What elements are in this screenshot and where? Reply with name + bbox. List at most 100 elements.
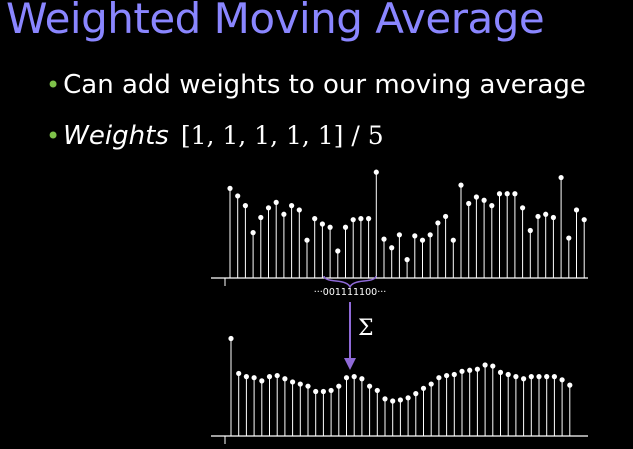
input-sample-point <box>404 257 410 263</box>
smoothed-sample-point <box>536 374 542 380</box>
smoothed-sample-point <box>467 367 473 373</box>
smoothed-sample-point <box>405 395 411 401</box>
smoothed-sample-point <box>374 387 380 394</box>
input-sample-point <box>412 233 418 239</box>
bullet-dot-icon: • <box>46 71 61 99</box>
bullet-dot-icon: • <box>46 122 61 150</box>
smoothed-sample-point <box>551 374 558 380</box>
smoothed-sample-point <box>436 375 442 381</box>
input-sample-point <box>350 217 356 223</box>
smoothed-sample-point <box>359 376 365 382</box>
input-sample-point <box>235 193 241 199</box>
input-sample-point <box>366 216 372 222</box>
input-sample-point <box>435 220 441 226</box>
smoothed-sample-point <box>505 371 511 378</box>
input-sample-point <box>458 182 464 188</box>
input-sample-point <box>389 245 395 251</box>
input-sample-point <box>520 205 526 211</box>
input-sample-point <box>289 203 295 209</box>
input-sample-point <box>581 217 587 223</box>
smoothed-sample-point <box>251 375 257 381</box>
smoothed-sample-point <box>351 374 357 380</box>
input-sample-point <box>304 237 310 243</box>
bullet-moving-average: • Can add weights to our moving average <box>46 70 586 100</box>
kernel-brace-icon <box>323 275 377 290</box>
smoothed-sample-point <box>567 382 573 388</box>
input-sample-point <box>373 169 379 175</box>
smoothed-sample-point <box>497 369 504 375</box>
slide-title: Weighted Moving Average <box>6 0 545 43</box>
input-sample-point <box>496 191 503 197</box>
smoothed-sample-point <box>266 374 273 380</box>
smoothed-sample-point <box>451 371 457 378</box>
bullet-weights: • Weights [1, 1, 1, 1, 1] / 5 <box>46 121 384 151</box>
smoothed-sample-point <box>444 372 450 379</box>
smoothed-sample-point <box>305 383 311 389</box>
input-sample-point <box>396 232 402 238</box>
sum-symbol: Σ <box>358 316 374 341</box>
smoothed-sample-point <box>382 396 388 402</box>
input-sample-point <box>312 216 318 222</box>
input-sample-point <box>296 207 302 213</box>
sum-arrow-head-icon <box>344 358 356 370</box>
input-sample-point <box>473 194 479 200</box>
input-sample-point <box>527 227 533 234</box>
smoothed-sample-point <box>259 378 265 384</box>
smoothed-sample-point <box>328 387 334 394</box>
smoothed-sample-point <box>544 374 550 380</box>
smoothed-sample-point <box>236 370 242 377</box>
kernel-label: ···001111100··· <box>314 287 387 298</box>
smoothed-sample-point <box>521 376 527 382</box>
input-sample-point <box>481 197 487 203</box>
input-sample-point <box>273 199 279 205</box>
input-sample-point <box>466 200 472 207</box>
smoothed-sample-point <box>513 374 519 380</box>
smoothed-sample-point <box>282 376 288 382</box>
input-sample-point <box>265 205 272 211</box>
input-sample-point <box>427 232 433 238</box>
smoothed-sample-point <box>482 362 488 368</box>
input-sample-point <box>327 224 333 230</box>
input-sample-point <box>258 214 264 221</box>
weights-value: [1, 1, 1, 1, 1] / 5 <box>180 121 384 150</box>
input-sample-point <box>512 191 518 197</box>
input-sample-point <box>227 185 233 191</box>
input-signal <box>227 169 587 278</box>
smoothed-sample-point <box>390 398 396 404</box>
input-sample-point <box>504 191 510 197</box>
smoothed-sample-point <box>243 374 249 380</box>
smoothed-sample-point <box>528 374 534 380</box>
smoothed-signal <box>228 335 573 436</box>
input-sample-point <box>558 174 564 181</box>
input-sample-point <box>335 248 341 254</box>
input-sample-point <box>381 236 387 242</box>
input-sample-point <box>550 214 557 221</box>
smoothed-sample-point <box>397 397 403 403</box>
smoothed-sample-point <box>428 381 434 387</box>
smoothed-sample-point <box>274 372 280 379</box>
input-sample-point <box>242 203 248 209</box>
smoothed-sample-point <box>559 377 565 383</box>
input-sample-point <box>250 230 256 236</box>
weights-label: Weights <box>63 121 169 151</box>
input-sample-point <box>342 224 349 230</box>
input-sample-point <box>450 237 456 243</box>
smoothed-sample-point <box>228 335 234 342</box>
input-sample-point <box>535 213 541 220</box>
input-sample-point <box>443 213 449 220</box>
smoothed-sample-point <box>290 379 296 385</box>
smoothed-sample-point <box>413 391 419 397</box>
smoothed-sample-point <box>420 385 427 391</box>
input-sample-point <box>319 221 325 227</box>
smoothed-sample-point <box>367 383 373 389</box>
smoothed-sample-point <box>336 383 342 389</box>
input-sample-point <box>358 216 364 222</box>
smoothed-sample-point <box>320 388 326 395</box>
input-sample-point <box>566 235 572 241</box>
bullet-text: Can add weights to our moving average <box>63 70 586 100</box>
smoothed-sample-point <box>459 368 465 374</box>
smoothed-sample-point <box>313 388 319 395</box>
smoothed-sample-point <box>297 381 303 387</box>
smoothed-sample-point <box>474 366 480 372</box>
